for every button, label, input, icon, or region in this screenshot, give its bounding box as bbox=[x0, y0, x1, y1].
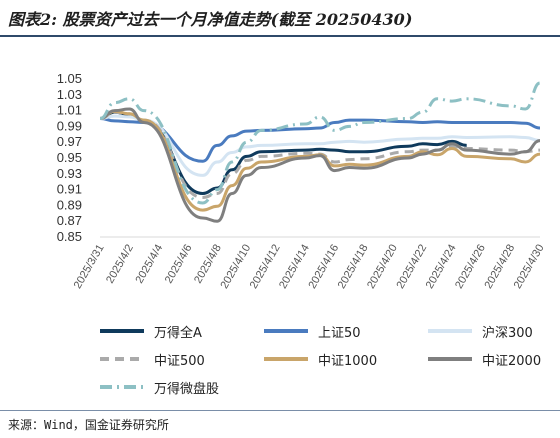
legend-swatch bbox=[264, 329, 308, 333]
line-chart: 0.850.870.890.910.930.950.970.991.011.03… bbox=[57, 71, 547, 291]
legend-label: 中证2000 bbox=[482, 353, 542, 369]
x-tick-label: 2025/4/4 bbox=[133, 243, 165, 286]
y-tick-label: 0.95 bbox=[57, 150, 82, 165]
y-tick-label: 0.89 bbox=[57, 197, 82, 212]
y-tick-label: 0.87 bbox=[57, 213, 82, 228]
series-line-4 bbox=[99, 109, 541, 212]
legend-label: 沪深300 bbox=[482, 325, 533, 341]
y-tick-label: 0.99 bbox=[57, 118, 82, 133]
source-note: 来源：Wind，国金证券研究所 bbox=[8, 418, 169, 432]
x-tick-label: 2025/4/2 bbox=[104, 243, 136, 286]
series-lines bbox=[99, 81, 541, 223]
legend-item: 中证1000 bbox=[262, 348, 377, 370]
y-tick-label: 0.97 bbox=[57, 134, 82, 149]
legend-item: 中证500 bbox=[98, 348, 205, 370]
y-tick-label: 0.93 bbox=[57, 166, 82, 181]
top-rule bbox=[0, 35, 560, 37]
y-axis: 0.850.870.890.910.930.950.970.991.011.03… bbox=[57, 71, 82, 244]
y-tick-label: 0.85 bbox=[57, 229, 82, 244]
series-line-1 bbox=[99, 117, 541, 163]
legend-swatch bbox=[428, 357, 472, 361]
legend-label: 万得微盘股 bbox=[154, 381, 220, 397]
legend-swatch bbox=[100, 357, 144, 361]
legend-label: 万得全A bbox=[154, 325, 202, 341]
y-tick-label: 0.91 bbox=[57, 182, 82, 197]
legend-label: 中证1000 bbox=[318, 353, 378, 369]
x-axis: 2025/3/312025/4/22025/4/42025/4/62025/4/… bbox=[72, 236, 547, 291]
legend-item: 万得全A bbox=[98, 320, 202, 342]
legend-item: 沪深300 bbox=[426, 320, 533, 342]
y-tick-label: 1.05 bbox=[57, 71, 82, 86]
x-tick-label: 2025/4/6 bbox=[163, 243, 195, 286]
legend-item: 万得微盘股 bbox=[98, 376, 219, 398]
series-line-5 bbox=[99, 107, 541, 223]
series-line-6 bbox=[99, 81, 541, 205]
x-tick-label: 2025/3/31 bbox=[72, 243, 107, 291]
y-tick-label: 1.01 bbox=[57, 103, 82, 118]
legend-swatch bbox=[100, 385, 144, 389]
y-tick-label: 1.03 bbox=[57, 87, 82, 102]
legend-label: 上证50 bbox=[318, 325, 361, 341]
chart-title: 图表2: 股票资产过去一个月净值走势(截至 20250430) bbox=[8, 10, 413, 29]
legend-item: 中证2000 bbox=[426, 348, 541, 370]
legend-label: 中证500 bbox=[154, 353, 205, 369]
legend-item: 上证50 bbox=[262, 320, 361, 342]
legend-swatch bbox=[100, 329, 144, 333]
legend-swatch bbox=[428, 329, 472, 333]
legend-swatch bbox=[264, 357, 308, 361]
bottom-rule bbox=[0, 410, 560, 411]
x-tick-label: 2025/4/8 bbox=[192, 243, 224, 286]
chart-legend: 万得全A 上证50 沪深300 中证500 中证1000 中证2000 万得微盘股 bbox=[98, 320, 541, 405]
x-tick-label: 2025/4/30 bbox=[512, 243, 547, 291]
